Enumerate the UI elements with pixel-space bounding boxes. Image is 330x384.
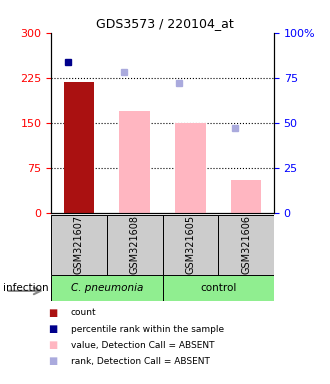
Bar bbox=[107, 215, 162, 275]
Text: control: control bbox=[200, 283, 236, 293]
Bar bbox=[64, 82, 94, 213]
Bar bbox=[162, 215, 218, 275]
Bar bbox=[51, 275, 162, 301]
Text: GSM321606: GSM321606 bbox=[241, 215, 251, 274]
Text: percentile rank within the sample: percentile rank within the sample bbox=[71, 324, 224, 334]
Text: rank, Detection Call = ABSENT: rank, Detection Call = ABSENT bbox=[71, 357, 210, 366]
Text: ■: ■ bbox=[48, 324, 57, 334]
Bar bbox=[218, 215, 274, 275]
Bar bbox=[119, 111, 150, 213]
Text: GDS3573 / 220104_at: GDS3573 / 220104_at bbox=[96, 17, 234, 30]
Bar bbox=[162, 275, 274, 301]
Text: value, Detection Call = ABSENT: value, Detection Call = ABSENT bbox=[71, 341, 214, 350]
Text: infection: infection bbox=[3, 283, 49, 293]
Text: count: count bbox=[71, 308, 97, 318]
Text: GSM321608: GSM321608 bbox=[130, 215, 140, 274]
Text: ■: ■ bbox=[48, 356, 57, 366]
Bar bbox=[175, 123, 206, 213]
Bar bbox=[51, 215, 107, 275]
Text: ■: ■ bbox=[48, 308, 57, 318]
Text: ■: ■ bbox=[48, 340, 57, 350]
Text: C. pneumonia: C. pneumonia bbox=[71, 283, 143, 293]
Text: GSM321605: GSM321605 bbox=[185, 215, 195, 274]
Bar bbox=[231, 180, 261, 213]
Text: GSM321607: GSM321607 bbox=[74, 215, 84, 274]
